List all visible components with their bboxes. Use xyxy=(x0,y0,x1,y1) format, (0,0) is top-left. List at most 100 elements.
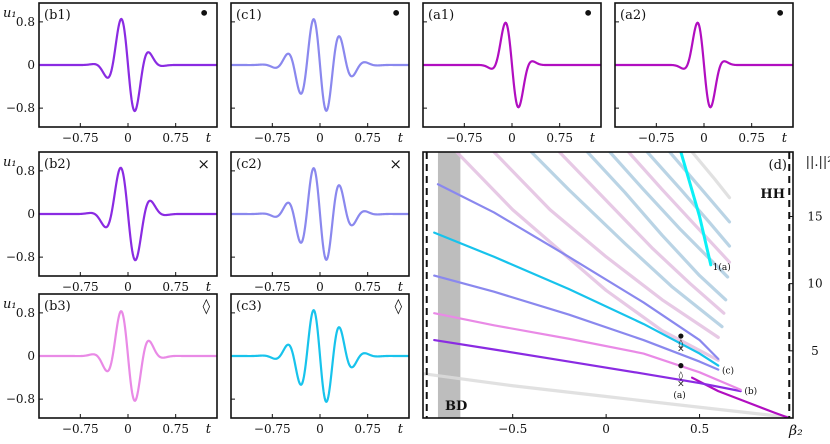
x-tick-label: −0.75 xyxy=(62,422,99,436)
y-tick-label: 0.8 xyxy=(16,306,35,320)
panel-c1: −0.75 0 0.75 (c1) • t xyxy=(230,1,410,146)
y-tick-label: 0.8 xyxy=(16,15,35,29)
x-tick-label: 0 xyxy=(700,131,708,145)
y-axis-label: u₁ xyxy=(3,155,17,170)
series-line xyxy=(615,21,793,109)
panel-b1: −0.75 0 0.75 0.8 0 −0.8 (b1) • t u₁ xyxy=(3,1,218,146)
panel-b3: −0.75 0 0.75 0.8 0 −0.8 (b3) ◊ t u₁ xyxy=(3,293,218,437)
panel-marker: • xyxy=(390,1,402,25)
x-tick-label: 0.75 xyxy=(162,280,189,294)
branch-annotation: (b) xyxy=(744,386,757,397)
cross-marker: × xyxy=(677,380,685,390)
y-tick-label: 0 xyxy=(27,349,35,363)
diamond-marker: ◊ xyxy=(679,338,684,349)
x-tick-label: −0.75 xyxy=(62,131,99,145)
x-tick-label: −0.75 xyxy=(62,280,99,294)
series-line xyxy=(231,166,409,262)
branch-line xyxy=(433,231,720,367)
x-axis-label: t xyxy=(206,280,212,295)
panel-label: (b3) xyxy=(44,299,71,314)
x-tick-label: 0.75 xyxy=(354,131,381,145)
plot-area: ××◊◊ xyxy=(423,152,791,418)
faint-branch-line xyxy=(492,152,720,339)
panel-label: (a1) xyxy=(428,8,454,23)
panel-marker: • xyxy=(582,1,594,25)
faint-branch-line xyxy=(690,152,732,200)
axes-frame xyxy=(38,293,218,419)
series-line xyxy=(39,310,217,402)
axes-frame xyxy=(422,2,602,128)
x-tick-label: 0.75 xyxy=(546,131,573,145)
x-tick-label: 0.5 xyxy=(690,422,709,436)
y-axis-label: u₁ xyxy=(3,297,17,312)
y-tick-label: 5 xyxy=(811,344,819,358)
panel-label: (b1) xyxy=(44,8,71,23)
shaded-band xyxy=(437,152,461,418)
y-tick-label: 10 xyxy=(807,277,822,291)
y-tick-label: 0 xyxy=(27,58,35,72)
x-tick-label: 0 xyxy=(316,280,324,294)
x-tick-label: −0.75 xyxy=(638,131,675,145)
x-axis-label: t xyxy=(206,131,212,146)
axes-frame xyxy=(422,151,794,419)
faint-branch-line xyxy=(645,152,732,248)
branch-line xyxy=(679,152,713,267)
axes-frame xyxy=(614,2,794,128)
x-tick-label: −0.75 xyxy=(254,280,291,294)
x-tick-label: 0 xyxy=(316,131,324,145)
y-tick-label: −0.8 xyxy=(6,392,35,406)
x-axis-label: t xyxy=(398,280,404,295)
region-label-bd: BD xyxy=(445,399,467,414)
x-axis-label: t xyxy=(398,422,404,437)
diamond-marker: ◊ xyxy=(679,371,684,382)
branch-annotation: (c) xyxy=(722,366,734,377)
branch-line xyxy=(433,312,742,391)
faint-branch-line xyxy=(423,372,791,418)
axes-frame xyxy=(230,293,410,419)
branch-annotation: 1(a) xyxy=(713,262,731,273)
panel-a2: −0.75 0 0.75 (a2) • t xyxy=(614,1,794,146)
x-tick-label: 0.75 xyxy=(354,280,381,294)
faint-branch-line xyxy=(585,152,728,302)
cross-marker: × xyxy=(677,345,685,355)
faint-branch-line xyxy=(455,152,720,362)
y-axis-label: ||.||² xyxy=(806,155,830,170)
x-axis-label: t xyxy=(206,422,212,437)
faint-branch-line xyxy=(626,152,732,264)
faint-branch-line xyxy=(608,152,730,279)
x-tick-label: 0 xyxy=(124,280,132,294)
x-tick-label: −0.5 xyxy=(498,422,527,436)
branch-line xyxy=(433,338,742,393)
panel-marker: ◊ xyxy=(203,297,211,315)
panel-label: (c3) xyxy=(236,299,262,314)
series-line xyxy=(39,166,217,262)
y-axis-label: u₁ xyxy=(3,6,17,21)
y-tick-label: 0 xyxy=(27,207,35,221)
x-axis-label: β₂ xyxy=(788,423,803,439)
faint-branch-line xyxy=(557,152,726,315)
x-tick-label: 0.75 xyxy=(162,131,189,145)
panel-marker: • xyxy=(774,1,786,25)
panel-marker: × xyxy=(389,155,402,173)
axes-frame xyxy=(230,2,410,128)
y-tick-label: −0.8 xyxy=(6,101,35,115)
panel-b2: −0.75 0 0.75 0.8 0 −0.8 (b2) × t u₁ xyxy=(3,151,218,295)
x-tick-label: 0.75 xyxy=(354,422,381,436)
panel-marker: ◊ xyxy=(395,297,403,315)
x-tick-label: 0 xyxy=(602,422,610,436)
axes-frame xyxy=(38,2,218,128)
series-line xyxy=(231,308,409,404)
x-axis-label: t xyxy=(782,131,788,146)
axes-frame xyxy=(38,151,218,277)
series-line xyxy=(423,21,601,109)
y-tick-label: 0.8 xyxy=(16,164,35,178)
series-line xyxy=(231,17,409,113)
x-tick-label: 0.75 xyxy=(738,131,765,145)
panel-marker: × xyxy=(197,155,210,173)
x-tick-label: −0.75 xyxy=(254,422,291,436)
branch-line xyxy=(436,183,720,360)
panel-a1: −0.75 0 0.75 (a1) • t xyxy=(422,1,602,146)
faint-branch-line xyxy=(529,152,724,329)
panel-label: (c1) xyxy=(236,8,262,23)
x-axis-label: t xyxy=(590,131,596,146)
